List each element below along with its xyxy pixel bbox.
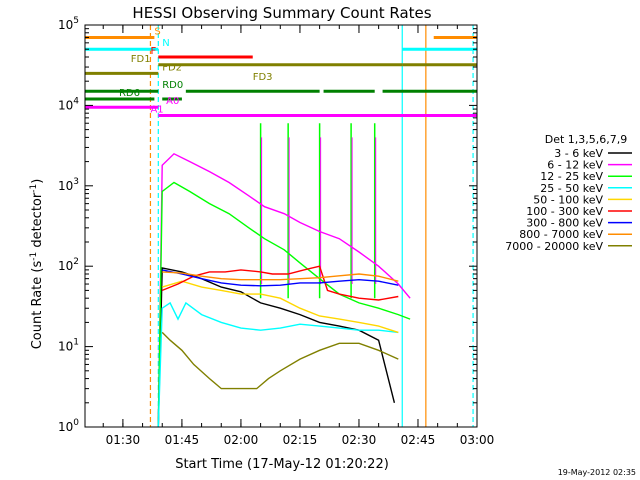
- flag-label-s: S: [154, 26, 160, 37]
- flag-label-rd0: RD0: [162, 80, 183, 91]
- legend-label-2: 12 - 25 keV: [540, 170, 603, 183]
- y-tick-label-4: 104: [58, 96, 79, 112]
- series-line-8: [161, 331, 399, 390]
- y-axis-label: Count Rate (s-1 detector-1): [29, 179, 45, 350]
- series-line-2: [157, 181, 411, 428]
- legend-label-8: 7000 - 20000 keV: [505, 240, 603, 253]
- y-tick-label-3: 103: [58, 177, 79, 193]
- x-axis-label: Start Time (17-May-12 01:20:22): [175, 457, 389, 472]
- x-tick-label-0: 01:30: [106, 433, 141, 447]
- x-tick-label-5: 02:45: [401, 433, 436, 447]
- legend-label-1: 6 - 12 keV: [547, 159, 603, 172]
- flag-label-a1: A1: [150, 104, 163, 115]
- series-line-7: [162, 271, 399, 282]
- series-line-1: [157, 152, 411, 428]
- series-line-3: [157, 301, 399, 428]
- series-line-4: [161, 280, 399, 334]
- flag-label-f: F: [150, 46, 156, 57]
- x-tick-label-1: 01:45: [165, 433, 200, 447]
- series-line-6: [162, 269, 399, 287]
- flag-label-fd3: FD3: [253, 72, 273, 83]
- legend-label-4: 50 - 100 keV: [533, 193, 603, 206]
- flag-label-n: N: [162, 38, 169, 49]
- legend-label-7: 800 - 7000 keV: [519, 228, 603, 241]
- series-line-0: [157, 267, 396, 428]
- legend-label-3: 25 - 50 keV: [540, 182, 603, 195]
- y-tick-label-1: 101: [58, 338, 79, 354]
- x-tick-label-4: 02:30: [342, 433, 377, 447]
- x-tick-label-2: 02:00: [224, 433, 259, 447]
- y-tick-label-2: 102: [58, 257, 79, 273]
- plot-frame: [84, 24, 478, 428]
- legend-label-0: 3 - 6 keV: [554, 147, 603, 160]
- flag-label-fd2: FD2: [162, 62, 182, 73]
- series-line-5: [161, 265, 399, 301]
- y-tick-label-5: 105: [58, 16, 79, 32]
- x-tick-label-6: 03:00: [460, 433, 495, 447]
- chart-title: HESSI Observing Summary Count Rates: [132, 4, 431, 22]
- legend-label-6: 300 - 800 keV: [526, 217, 603, 230]
- flag-label-fd1: FD1: [131, 54, 151, 65]
- flag-label-rd6: RD6: [119, 88, 140, 99]
- y-tick-label-0: 100: [58, 418, 79, 434]
- legend-title: Det 1,3,5,6,7,9: [545, 133, 628, 146]
- x-tick-label-3: 02:15: [283, 433, 318, 447]
- footer-timestamp: 19-May-2012 02:35: [558, 468, 636, 477]
- legend-label-5: 100 - 300 keV: [526, 205, 603, 218]
- flag-label-a0: A0: [166, 96, 179, 107]
